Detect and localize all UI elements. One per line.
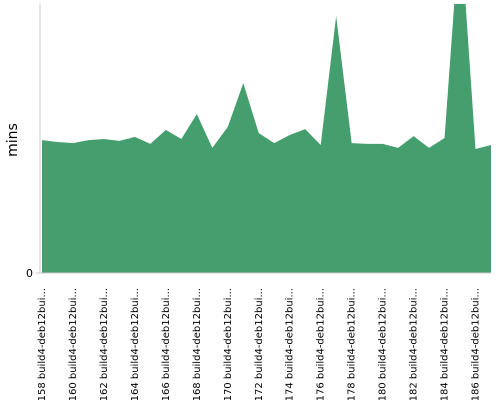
x-tick-label: #160 build4-deb12bui... <box>68 288 79 400</box>
x-tick-label: #158 build4-deb12bui... <box>37 288 48 400</box>
x-tick-label: #162 build4-deb12bui... <box>99 288 110 400</box>
x-tick-label: #174 build4-deb12bui... <box>285 288 296 400</box>
x-tick-label: #184 build4-deb12bui... <box>440 288 451 400</box>
x-tick-label: #180 build4-deb12bui... <box>378 288 389 400</box>
x-tick-label: #186 build4-deb12bui... <box>471 288 482 400</box>
y-axis-label: mins <box>5 123 21 157</box>
area <box>42 4 491 273</box>
x-tick-label: #164 build4-deb12bui... <box>130 288 141 400</box>
x-tick-label: #172 build4-deb12bui... <box>254 288 265 400</box>
x-tick-label: #166 build4-deb12bui... <box>161 288 172 400</box>
x-tick-label: #176 build4-deb12bui... <box>316 288 327 400</box>
x-tick-label: #170 build4-deb12bui... <box>223 288 234 400</box>
x-tick-label: #182 build4-deb12bui... <box>409 288 420 400</box>
x-tick-label: #178 build4-deb12bui... <box>347 288 358 400</box>
x-tick-label: #168 build4-deb12bui... <box>192 288 203 400</box>
y-tick-label: 0 <box>26 267 33 280</box>
